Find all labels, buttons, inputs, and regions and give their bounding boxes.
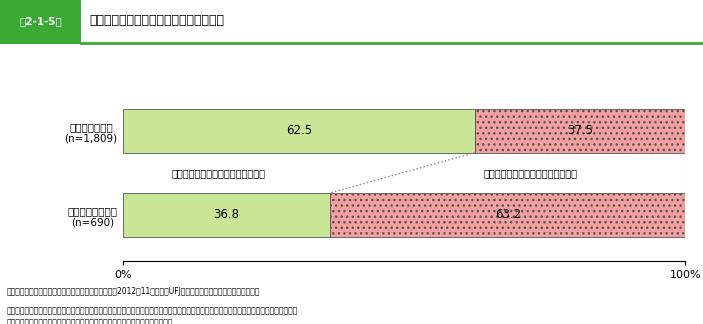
Bar (123, 109, 475, 153)
Text: 起業形態別のスタートアップ企業の所在: 起業形態別のスタートアップ企業の所在 (89, 15, 224, 28)
Text: 63.2: 63.2 (495, 208, 521, 221)
Bar (330, 193, 685, 237)
Text: 葉県、東京都、神奈川県、愛知県、京都府、大阪府、兵庫県としている。: 葉県、東京都、神奈川県、愛知県、京都府、大阪府、兵庫県としている。 (7, 318, 174, 324)
Text: 第2-1-5図: 第2-1-5図 (19, 16, 62, 26)
Bar (475, 109, 685, 153)
Text: 資料：中小企業庁委託「起業の実態に関する調査」（2012年11月、三菱UFJリサーチ＆コンサルティング（株））: 資料：中小企業庁委託「起業の実態に関する調査」（2012年11月、三菱UFJリサ… (7, 287, 261, 296)
Text: 37.5: 37.5 (567, 124, 593, 137)
Text: 三大都市圏中心市が所在しない道県: 三大都市圏中心市が所在しない道県 (172, 168, 266, 178)
Text: 36.8: 36.8 (214, 208, 240, 221)
Bar (0, 0, 81, 44)
Bar (123, 193, 330, 237)
Text: 62.5: 62.5 (285, 124, 312, 137)
Text: （注）　ここでは、三大都市圏を、関東大都市圏、中京大都市圏、京阪神大都市圏とし、三大都市圏中心市が所在する都府県を、埼玉県、千: （注） ここでは、三大都市圏を、関東大都市圏、中京大都市圏、京阪神大都市圏とし、… (7, 306, 298, 315)
Text: 三大都市圏中心市が所在する都府県: 三大都市圏中心市が所在する都府県 (484, 168, 578, 178)
